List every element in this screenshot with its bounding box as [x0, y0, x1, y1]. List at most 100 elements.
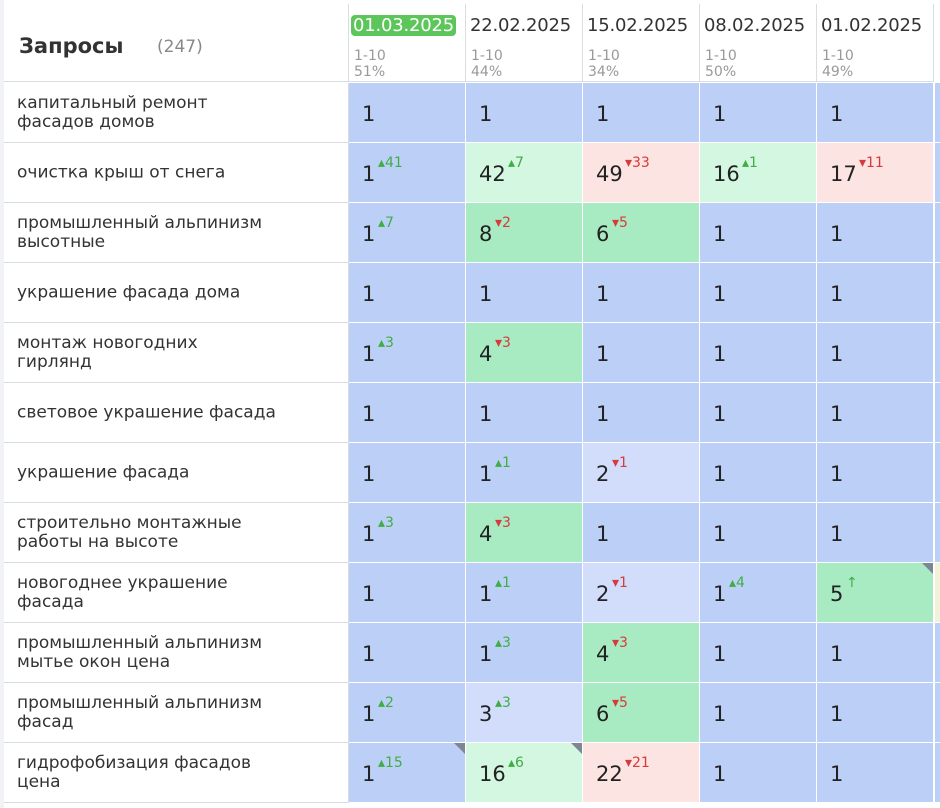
position-value: 1 — [713, 282, 727, 306]
position-cell[interactable]: 1 ▴4 — [700, 563, 817, 623]
query-cell[interactable]: украшение фасада дома — [4, 263, 349, 323]
position-cell[interactable]: 1 — [817, 443, 934, 503]
position-cell[interactable]: 1 — [583, 263, 700, 323]
position-cell[interactable]: 5 ↑ — [817, 563, 934, 623]
position-cell[interactable]: 1 — [817, 503, 934, 563]
position-cell[interactable]: 1 ▴7 — [349, 203, 466, 263]
position-cell[interactable]: 1 — [817, 743, 934, 803]
position-value: 1 — [830, 402, 844, 426]
queries-header[interactable]: Запросы (247) — [4, 4, 349, 82]
date-column-header[interactable]: 01.02.2025 1-10 49% — [817, 4, 934, 82]
position-cell[interactable]: 1 — [583, 383, 700, 443]
position-cell[interactable]: 1 — [583, 323, 700, 383]
position-cell[interactable]: 22 ▾21 — [583, 743, 700, 803]
position-cell[interactable]: 1 — [466, 83, 583, 143]
position-cell[interactable]: 1 — [700, 263, 817, 323]
position-cell[interactable]: 1 — [817, 203, 934, 263]
position-cell[interactable]: 1 — [817, 83, 934, 143]
position-cell[interactable]: 1 ▴3 — [349, 323, 466, 383]
query-cell[interactable]: промышленный альпинизм фасад — [4, 683, 349, 743]
query-cell[interactable]: строительно монтажные работы на высоте — [4, 503, 349, 563]
position-cell[interactable]: 1 — [700, 683, 817, 743]
position-cell[interactable]: 17 ▾11 — [817, 143, 934, 203]
position-value: 1 — [362, 402, 376, 426]
position-cell[interactable]: 1 — [466, 263, 583, 323]
position-cell[interactable]: 1 — [700, 443, 817, 503]
query-cell[interactable]: гидрофобизация фасадов цена — [4, 743, 349, 803]
position-cell[interactable]: 1 — [700, 623, 817, 683]
date-column-header[interactable]: 22.02.2025 1-10 44% — [466, 4, 583, 82]
position-cell[interactable]: 49 ▾33 — [583, 143, 700, 203]
query-cell[interactable]: новогоднее украшение фасада — [4, 563, 349, 623]
position-cell[interactable]: 1 ▴15 — [349, 743, 466, 803]
position-change-up: ▴3 — [378, 515, 394, 531]
position-cell[interactable]: 1 — [349, 623, 466, 683]
next-column-stub — [935, 143, 940, 202]
position-cell[interactable]: 4 ▾3 — [466, 323, 583, 383]
query-cell[interactable]: капитальный ремонт фасадов домов — [4, 83, 349, 143]
position-cell[interactable]: 3 ▴3 — [466, 683, 583, 743]
query-line: монтаж новогодних — [17, 332, 198, 353]
position-change-down: ▾3 — [612, 635, 628, 651]
query-cell[interactable]: световое украшение фасада — [4, 383, 349, 443]
position-cell[interactable]: 1 ▴3 — [466, 623, 583, 683]
position-cell[interactable]: 1 — [349, 443, 466, 503]
position-cell[interactable]: 1 ▴3 — [349, 503, 466, 563]
query-cell[interactable]: промышленный альпинизм мытье окон цена — [4, 623, 349, 683]
position-cell[interactable]: 2 ▾1 — [583, 443, 700, 503]
position-change-up: ▴7 — [508, 155, 524, 171]
query-cell[interactable]: очистка крыш от снега — [4, 143, 349, 203]
position-cell[interactable]: 1 — [700, 743, 817, 803]
position-cell[interactable]: 1 — [583, 83, 700, 143]
position-value: 6 — [596, 702, 610, 726]
note-corner-icon[interactable] — [922, 563, 933, 574]
position-cell[interactable]: 1 — [817, 623, 934, 683]
position-cell[interactable]: 8 ▾2 — [466, 203, 583, 263]
position-cell[interactable]: 1 — [349, 563, 466, 623]
position-cell[interactable]: 6 ▾5 — [583, 203, 700, 263]
position-cell[interactable]: 1 ▴1 — [466, 443, 583, 503]
position-cell[interactable]: 1 ▴2 — [349, 683, 466, 743]
date-top-percent: 51% — [354, 64, 386, 80]
position-value: 1 — [713, 522, 727, 546]
query-cell[interactable]: украшение фасада — [4, 443, 349, 503]
position-value: 1 — [713, 642, 727, 666]
query-line: новогоднее украшение — [17, 572, 228, 593]
position-cell[interactable]: 16 ▴1 — [700, 143, 817, 203]
position-change-up: ▴3 — [495, 635, 511, 651]
query-cell[interactable]: монтаж новогодних гирлянд — [4, 323, 349, 383]
position-cell[interactable]: 1 — [700, 323, 817, 383]
query-cell[interactable]: промышленный альпинизм высотные — [4, 203, 349, 263]
position-cell[interactable]: 1 — [466, 383, 583, 443]
position-cell[interactable]: 1 — [817, 683, 934, 743]
position-cell[interactable]: 1 — [817, 323, 934, 383]
position-cell[interactable]: 4 ▾3 — [583, 623, 700, 683]
position-cell[interactable]: 42 ▴7 — [466, 143, 583, 203]
position-cell[interactable]: 1 — [349, 383, 466, 443]
position-cell[interactable]: 1 — [817, 263, 934, 323]
date-column-header[interactable]: 01.03.2025 1-10 51% — [349, 4, 466, 82]
position-cell[interactable]: 2 ▾1 — [583, 563, 700, 623]
note-corner-icon[interactable] — [454, 743, 465, 754]
position-change-up: ▴15 — [378, 755, 403, 771]
position-value: 1 — [713, 222, 727, 246]
note-corner-icon[interactable] — [571, 743, 582, 754]
position-cell[interactable]: 16 ▴6 — [466, 743, 583, 803]
position-cell[interactable]: 1 — [349, 83, 466, 143]
position-cell[interactable]: 1 — [817, 383, 934, 443]
date-column-header[interactable]: 15.02.2025 1-10 34% — [583, 4, 700, 82]
position-cell[interactable]: 1 ▴1 — [466, 563, 583, 623]
position-cell[interactable]: 1 — [700, 83, 817, 143]
position-cell[interactable]: 1 — [583, 503, 700, 563]
date-column-header[interactable]: 08.02.2025 1-10 50% — [700, 4, 817, 82]
position-cell[interactable]: 1 ▴41 — [349, 143, 466, 203]
position-cell[interactable]: 1 — [700, 503, 817, 563]
position-cell[interactable]: 6 ▾5 — [583, 683, 700, 743]
position-cell[interactable]: 1 — [700, 203, 817, 263]
position-cell[interactable]: 1 — [349, 263, 466, 323]
position-cell[interactable]: 4 ▾3 — [466, 503, 583, 563]
position-value: 1 — [830, 462, 844, 486]
position-value: 1 — [362, 702, 376, 726]
position-cell[interactable]: 1 — [700, 383, 817, 443]
position-value: 3 — [479, 702, 493, 726]
